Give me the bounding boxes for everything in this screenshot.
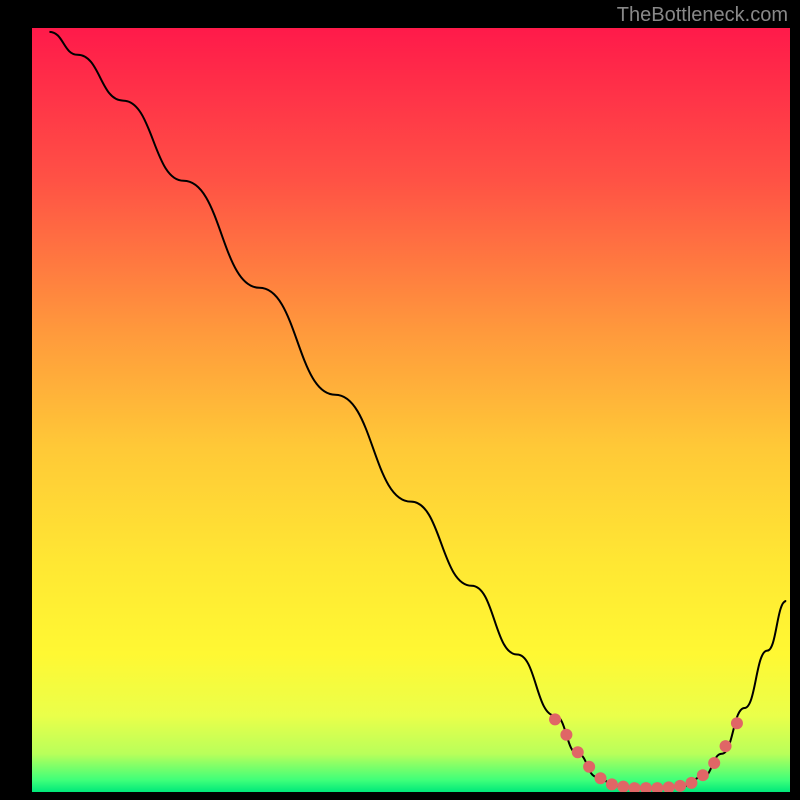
- marker-dot: [629, 782, 641, 792]
- marker-dot: [572, 746, 584, 758]
- marker-dot: [708, 757, 720, 769]
- marker-dot: [560, 729, 572, 741]
- marker-dot: [583, 761, 595, 773]
- marker-dot: [663, 781, 675, 792]
- marker-dot: [606, 778, 618, 790]
- chart-overlay: [32, 28, 790, 792]
- curve-line: [49, 32, 786, 788]
- marker-dot: [651, 782, 663, 792]
- marker-dot: [595, 772, 607, 784]
- marker-dot: [697, 769, 709, 781]
- chart-container: TheBottleneck.com: [0, 0, 800, 800]
- marker-dot: [549, 713, 561, 725]
- marker-dot: [731, 717, 743, 729]
- marker-dot: [640, 782, 652, 792]
- marker-dot: [720, 740, 732, 752]
- marker-dot: [685, 777, 697, 789]
- marker-dot: [674, 780, 686, 792]
- plot-area: [32, 28, 790, 792]
- marker-dot: [617, 781, 629, 792]
- watermark-label: TheBottleneck.com: [617, 4, 788, 27]
